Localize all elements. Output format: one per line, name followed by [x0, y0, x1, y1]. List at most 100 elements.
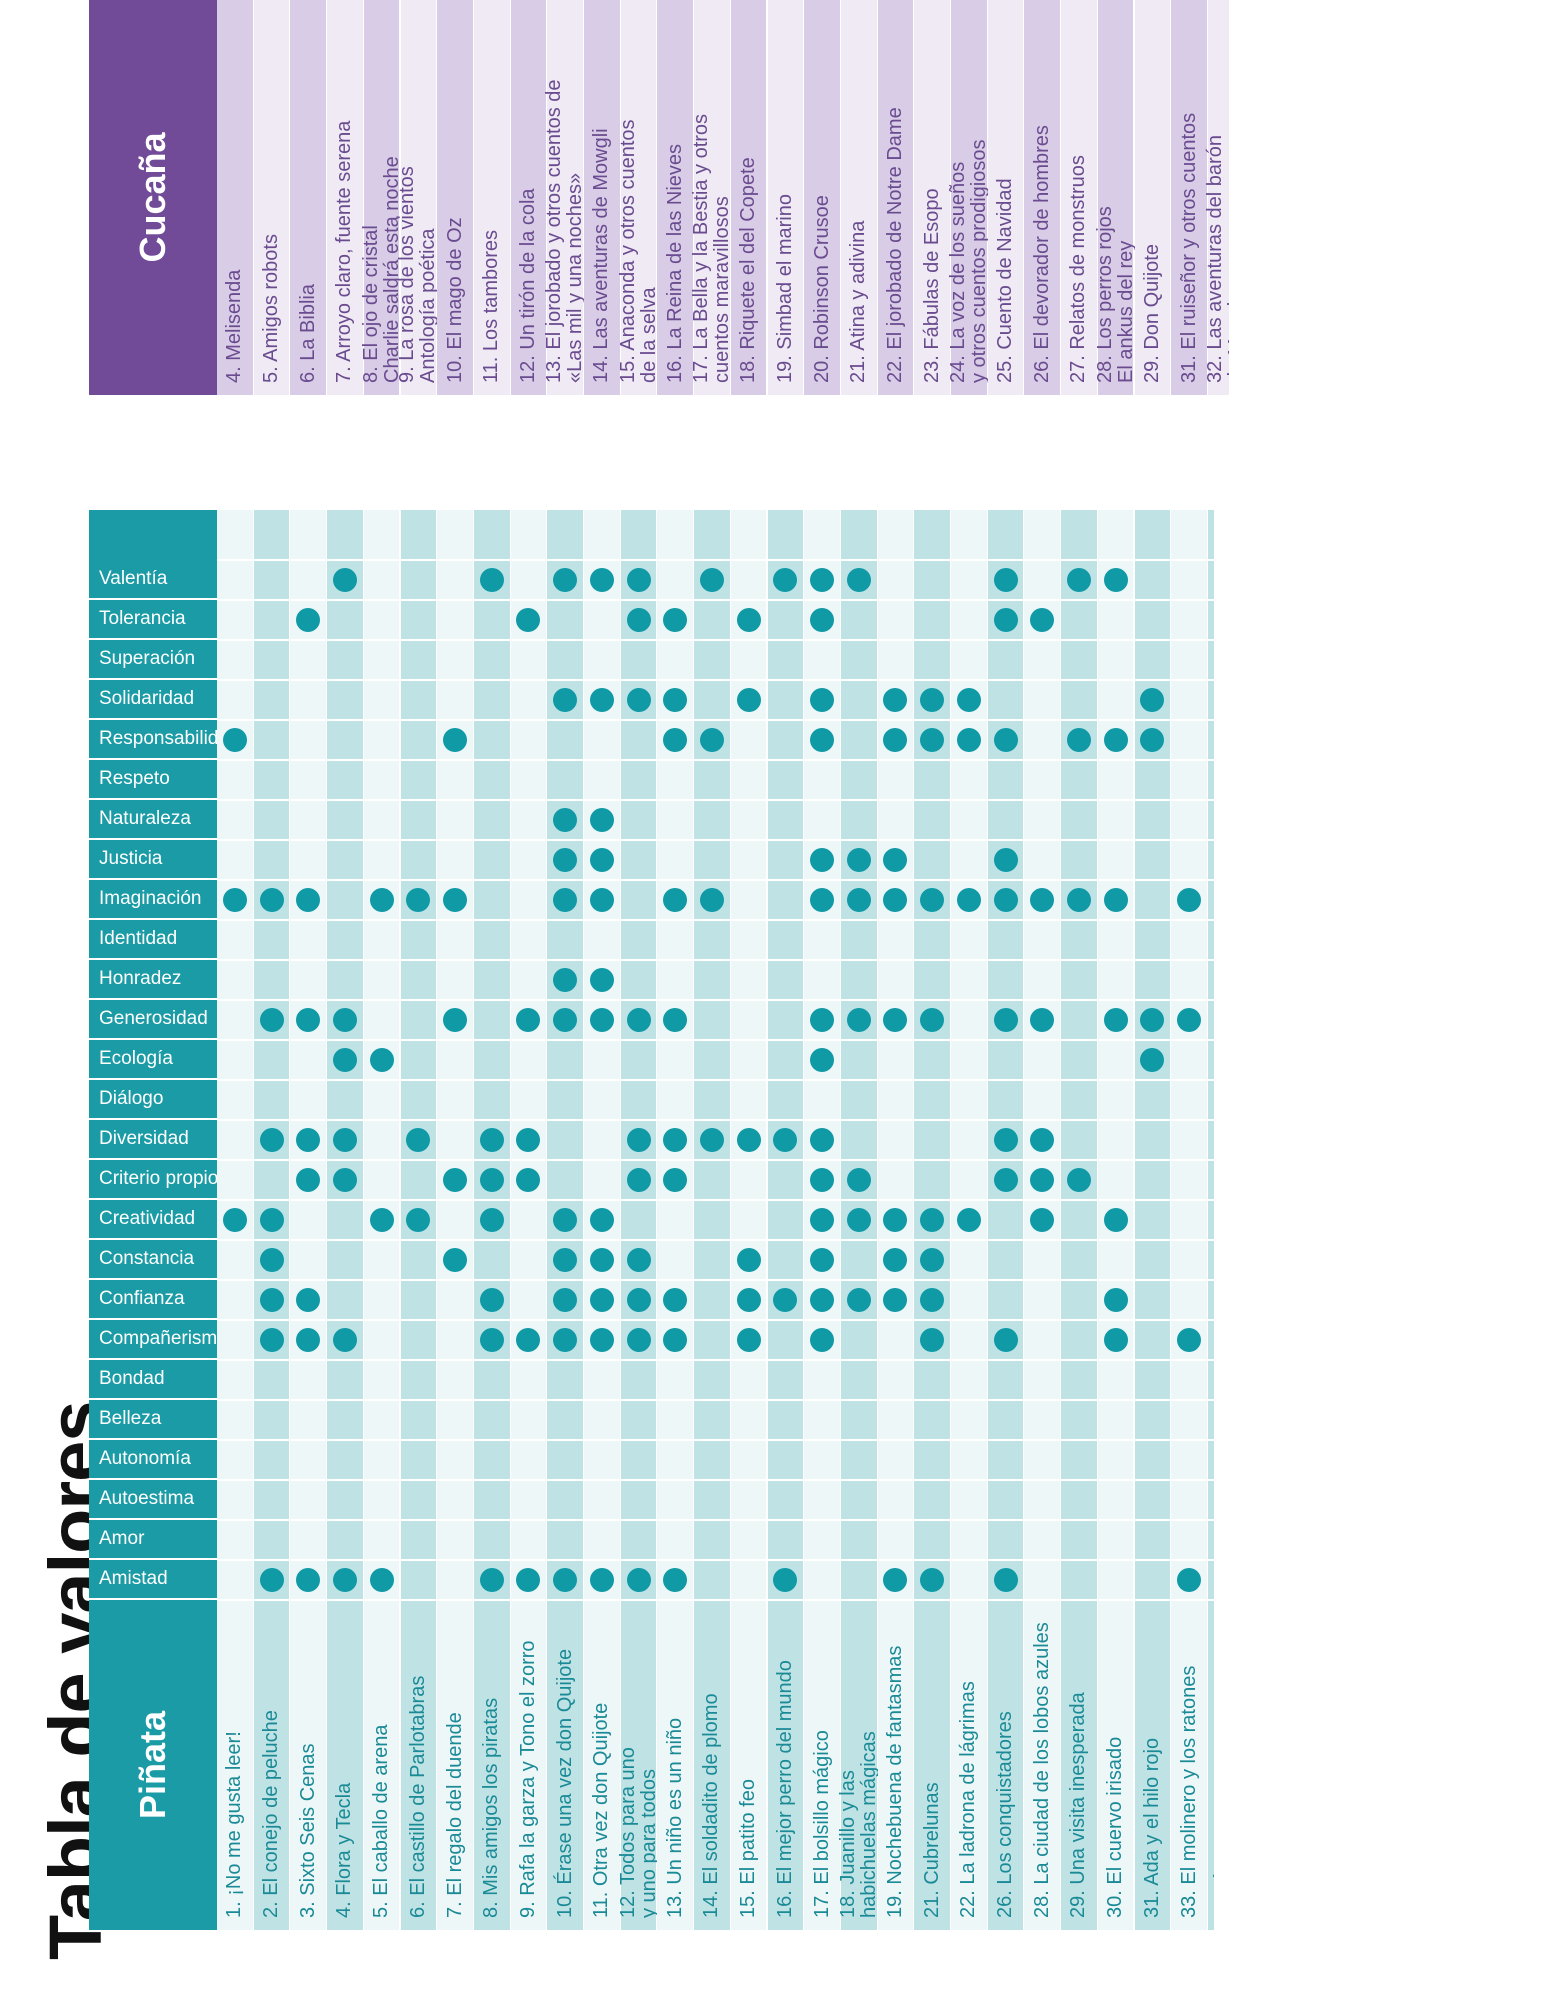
cell-divider: [327, 1399, 363, 1401]
value-mark: [626, 568, 651, 592]
book-title: 6. El castillo de Parlotabras: [406, 1675, 429, 1918]
cell-divider: [694, 1399, 730, 1401]
list-item: 5. Amigos robots: [253, 0, 290, 395]
cell-divider: [1207, 1279, 1214, 1281]
cell-divider: [914, 1279, 950, 1281]
cell-divider: [840, 639, 877, 641]
book-title: 16. La Reina de las Nieves: [663, 143, 686, 383]
cell-divider: [547, 639, 583, 641]
cell-divider: [1171, 919, 1207, 921]
cell-divider: [657, 1559, 694, 1561]
cell-divider: [1171, 1479, 1207, 1481]
cell-divider: [694, 1239, 730, 1241]
cell-divider: [877, 1319, 914, 1321]
value-mark: [1030, 1168, 1055, 1192]
cell-divider: [363, 639, 400, 641]
cell-divider: [804, 1519, 840, 1521]
book-title: 11. Otra vez don Quijote: [590, 1702, 613, 1918]
cell-divider: [1171, 839, 1207, 841]
cell-divider: [217, 759, 253, 761]
value-mark: [589, 1248, 614, 1272]
value-header: Diálogo: [89, 1080, 217, 1120]
cell-divider: [217, 1359, 253, 1361]
cell-divider: [804, 1599, 840, 1601]
cell-divider: [987, 1399, 1024, 1401]
cell-divider: [253, 1519, 290, 1521]
cell-divider: [1134, 1039, 1171, 1041]
cell-divider: [327, 719, 363, 721]
value-mark: [663, 688, 688, 712]
cell-divider: [1061, 1279, 1097, 1281]
book-title: 10. El mago de Oz: [443, 217, 466, 383]
value-mark: [956, 1208, 981, 1232]
cell-divider: [327, 1479, 363, 1481]
cell-divider: [400, 919, 437, 921]
table-row: 2. El conejo de peluche: [253, 510, 290, 1930]
value-mark: [920, 728, 945, 752]
list-item: 17. La Bella y la Bestia y otros cuentos…: [690, 0, 733, 395]
book-title: 14. Las aventuras de Mowgli: [590, 128, 613, 383]
cell-divider: [510, 839, 547, 841]
value-mark: [259, 1568, 284, 1592]
cell-divider: [363, 559, 400, 561]
value-mark: [589, 968, 614, 992]
cell-divider: [694, 799, 730, 801]
cell-divider: [473, 1279, 510, 1281]
cell-divider: [657, 919, 694, 921]
book-title: 12. Un tirón de la cola: [516, 188, 539, 383]
cell-divider: [437, 839, 473, 841]
table-row: 11. Otra vez don Quijote: [584, 510, 620, 1930]
book-title: 8. Mis amigos los piratas: [480, 1697, 503, 1918]
cell-divider: [767, 1319, 804, 1321]
cell-divider: [437, 719, 473, 721]
value-mark: [956, 888, 981, 912]
cell-divider: [217, 1319, 253, 1321]
cell-divider: [620, 1439, 657, 1441]
cell-divider: [510, 879, 547, 881]
cell-divider: [547, 999, 583, 1001]
cell-divider: [1134, 1159, 1171, 1161]
cell-divider: [804, 679, 840, 681]
book-title: 6. La Biblia: [296, 284, 319, 383]
value-header: Amistad: [89, 1560, 217, 1600]
table-row: 33. El molinero y los ratones: [1171, 510, 1207, 1930]
cell-divider: [1134, 1079, 1171, 1081]
cell-divider: [694, 719, 730, 721]
cell-divider: [437, 759, 473, 761]
value-mark: [773, 1288, 798, 1312]
cell-divider: [327, 799, 363, 801]
cell-divider: [694, 919, 730, 921]
cell-divider: [657, 599, 694, 601]
value-mark: [626, 1568, 651, 1592]
cell-divider: [1134, 1399, 1171, 1401]
cell-divider: [253, 1199, 290, 1201]
cell-divider: [1171, 1159, 1207, 1161]
book-title: 12. Todos para uno y uno para todos: [616, 1747, 660, 1918]
cell-divider: [253, 639, 290, 641]
cell-divider: [951, 1159, 987, 1161]
cell-divider: [914, 1519, 950, 1521]
value-mark: [1103, 1328, 1128, 1352]
cell-divider: [290, 1039, 327, 1041]
value-mark: [993, 1328, 1018, 1352]
value-mark: [332, 1328, 357, 1352]
value-mark: [259, 1128, 284, 1152]
cell-divider: [840, 1279, 877, 1281]
cell-divider: [730, 999, 767, 1001]
cell-divider: [657, 759, 694, 761]
cell-divider: [914, 919, 950, 921]
cell-divider: [253, 1119, 290, 1121]
value-mark: [883, 728, 908, 752]
cell-divider: [363, 1119, 400, 1121]
cell-divider: [987, 1559, 1024, 1561]
cell-divider: [951, 759, 987, 761]
cell-divider: [400, 639, 437, 641]
cell-divider: [437, 599, 473, 601]
cell-divider: [584, 679, 620, 681]
value-mark: [369, 1568, 394, 1592]
cell-divider: [584, 1559, 620, 1561]
value-mark: [736, 688, 761, 712]
cell-divider: [1171, 1119, 1207, 1121]
value-header: Respeto: [89, 760, 217, 800]
value-mark: [736, 1288, 761, 1312]
